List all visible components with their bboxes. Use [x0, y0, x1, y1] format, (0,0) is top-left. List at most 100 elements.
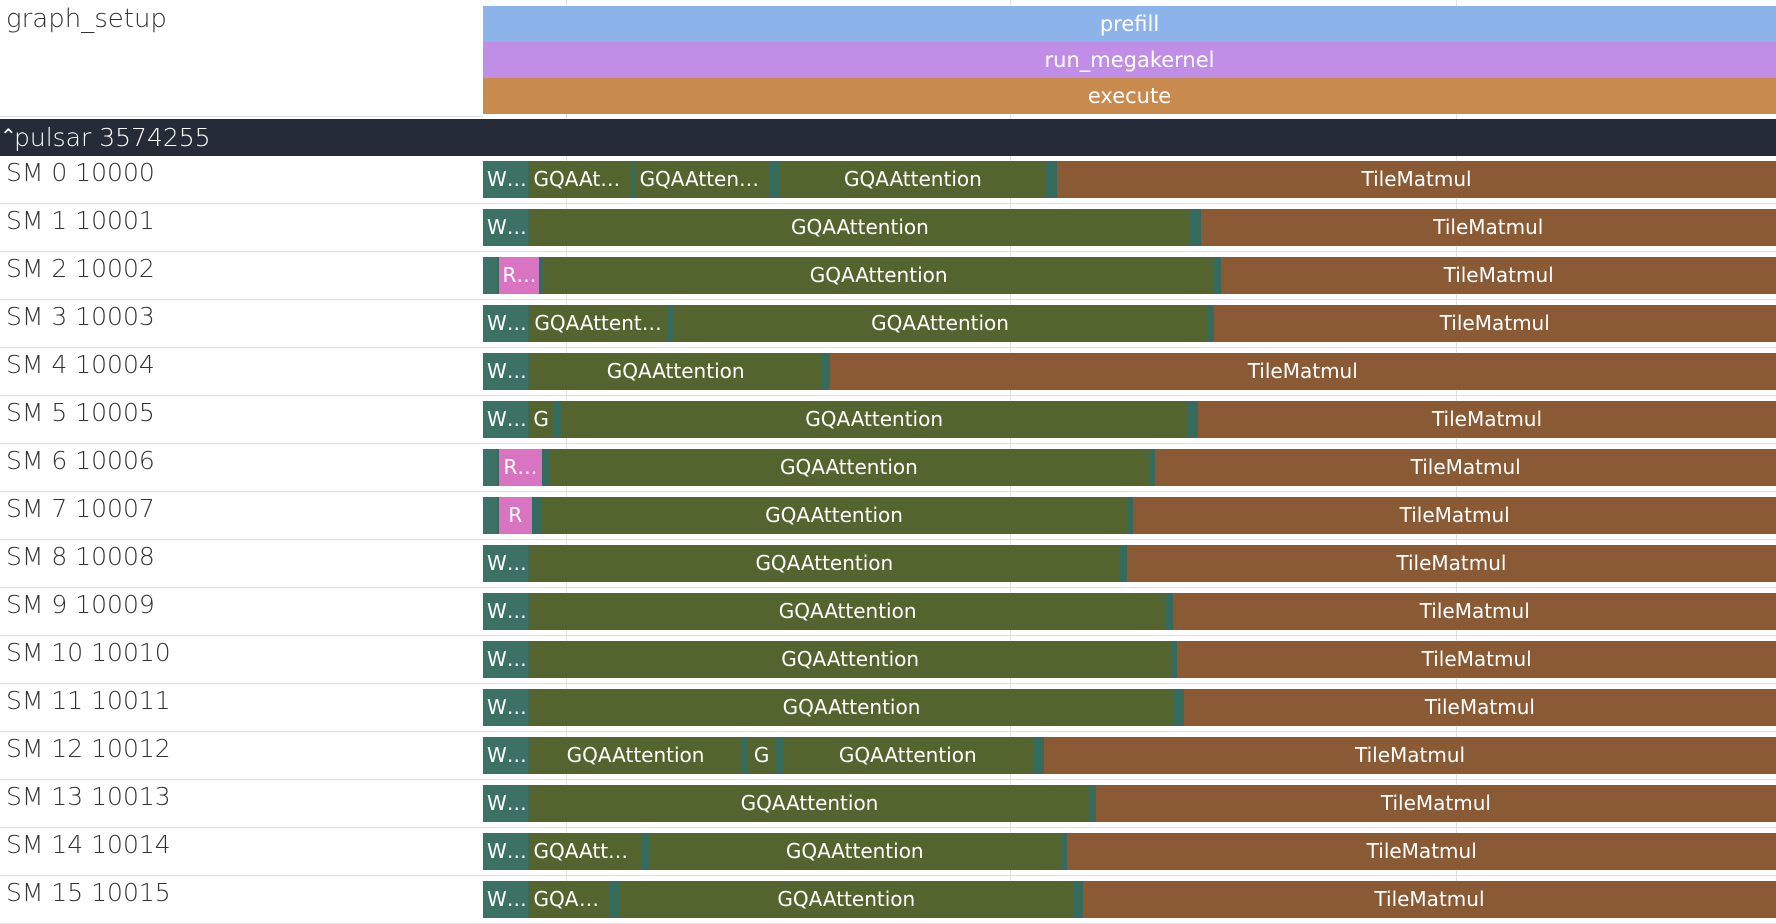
track-row[interactable]: SM 2 10002 R… GQAAttention TileMatmul [0, 252, 1776, 300]
track-row[interactable]: SM 1 10001 W… GQAAttention TileMatmul [0, 204, 1776, 252]
slice-gqaattention[interactable]: GQAAttent… [529, 305, 667, 342]
slice-w[interactable]: W… [483, 785, 529, 822]
slice-gqaattention[interactable]: GQAAttention [543, 257, 1214, 294]
slice-tilematmul[interactable]: TileMatmul [1126, 545, 1776, 582]
divider [0, 779, 1776, 780]
divider [0, 395, 1776, 396]
slice-w[interactable]: W… [483, 161, 529, 198]
slice-gqaattention[interactable]: GQAAttention [529, 209, 1191, 246]
track-slices: W… GQAAttention TileMatmul [483, 593, 1776, 630]
track-row[interactable]: SM 12 10012 W… GQAAttention G GQAAttention Ti… [0, 732, 1776, 780]
slice-tilematmul[interactable]: TileMatmul [1044, 737, 1776, 774]
slice-w[interactable]: W… [483, 305, 529, 342]
slice-w[interactable] [483, 449, 498, 486]
slice-tilematmul[interactable]: TileMatmul [1057, 161, 1776, 198]
slice-w[interactable]: W… [483, 737, 529, 774]
slice-tilematmul[interactable]: TileMatmul [1183, 689, 1776, 726]
divider [0, 539, 1776, 540]
slice-run-megakernel[interactable]: run_megakernel [483, 42, 1776, 78]
slice-w[interactable]: W… [483, 881, 529, 918]
slice-gqaattention[interactable]: GQAAtte… [529, 833, 643, 870]
track-label: SM 8 10008 [6, 542, 155, 571]
slice-tilematmul[interactable]: TileMatmul [1213, 305, 1776, 342]
collapse-chevron-icon[interactable]: ⌃ [0, 126, 17, 148]
slice-tilematmul[interactable]: TileMatmul [1221, 257, 1776, 294]
slice-w[interactable]: W… [483, 209, 529, 246]
slice-gqaattention[interactable]: GQAAttention [618, 881, 1074, 918]
slice-r[interactable]: R… [498, 449, 543, 486]
slice-tilematmul[interactable]: TileMatmul [829, 353, 1776, 390]
track-label: SM 3 10003 [6, 302, 155, 331]
slice-gqaattention[interactable]: GQAAttent… [635, 161, 771, 198]
slice-w[interactable]: W… [483, 689, 529, 726]
slice-gqaattention[interactable]: GQAAttention [529, 641, 1171, 678]
track-row[interactable]: SM 0 10000 W… GQAAtt… GQAAttent… GQAAttentio… [0, 156, 1776, 204]
slice-tilematmul[interactable]: TileMatmul [1067, 833, 1776, 870]
slice-gqaattention[interactable]: GQAAttention [782, 737, 1033, 774]
track-row[interactable]: SM 15 10015 W…GQAAt…GQAAttentionTileMatmu… [0, 876, 1776, 924]
slice-w[interactable]: W… [483, 593, 529, 630]
slice-gqaattention[interactable]: GQAAttention [529, 785, 1090, 822]
track-slices: W… GQAAttention TileMatmul [483, 209, 1776, 246]
track-row[interactable]: SM 4 10004 W… GQAAttention TileMatmul [0, 348, 1776, 396]
slice-w[interactable]: W… [483, 641, 529, 678]
slice-gqaattention[interactable]: G [748, 737, 776, 774]
slice-gqaattention[interactable]: GQAAttention [529, 737, 742, 774]
slice-execute[interactable]: execute [483, 78, 1776, 114]
slice-w[interactable]: W… [483, 545, 529, 582]
track-row[interactable]: SM 10 10010 W… GQAAttention TileMatmul [0, 636, 1776, 684]
track-row[interactable]: SM 13 10013 W… GQAAttention TileMatmul [0, 780, 1776, 828]
track-name-graph-setup: graph_setup [6, 4, 167, 34]
slice-w[interactable]: W… [483, 833, 529, 870]
slice-gqaattention[interactable]: GQAAttention [648, 833, 1061, 870]
track-row[interactable]: SM 3 10003 W… GQAAttent… GQAAttention TileMa… [0, 300, 1776, 348]
slice-w[interactable] [483, 257, 498, 294]
track-label: SM 15 10015 [6, 878, 171, 907]
slice-gqaattention[interactable]: GQAAttention [529, 593, 1166, 630]
slice-gqaattention[interactable]: GQAAtt… [529, 161, 632, 198]
slice-tilematmul[interactable]: TileMatmul [1200, 209, 1776, 246]
track-row[interactable]: SM 5 10005 W… G GQAAttention TileMatmul [0, 396, 1776, 444]
slice-w[interactable]: W… [483, 353, 529, 390]
track-row[interactable]: SM 7 10007 R GQAAttention TileMatmul [0, 492, 1776, 540]
slice-w[interactable] [483, 497, 498, 534]
slice-gqaattention[interactable]: GQAAttention [560, 401, 1188, 438]
track-slices: W… GQAAttention TileMatmul [483, 353, 1776, 390]
track-row[interactable]: SM 14 10014 W… GQAAtte… GQAAttention TileMat… [0, 828, 1776, 876]
track-slices: W… GQAAtte… GQAAttention TileMatmul [483, 833, 1776, 870]
process-title: pulsar 3574255 [14, 123, 211, 152]
slice-tilematmul[interactable]: TileMatmul [1198, 401, 1776, 438]
track-row[interactable]: SM 6 10006 R… GQAAttention TileMatmul [0, 444, 1776, 492]
track-row[interactable]: SM 9 10009 W… GQAAttention TileMatmul [0, 588, 1776, 636]
track-label: SM 10 10010 [6, 638, 171, 667]
track-slices: W… GQAAttention TileMatmul [483, 689, 1776, 726]
slice-gqaattention[interactable]: GQAAttention [541, 497, 1127, 534]
track-row[interactable]: SM 11 10011 W… GQAAttention TileMatmul [0, 684, 1776, 732]
slice-gqaattention[interactable]: GQAAttention [548, 449, 1149, 486]
slice-tilematmul[interactable]: TileMatmul [1095, 785, 1776, 822]
slice-tilematmul[interactable]: TileMatmul [1082, 881, 1776, 918]
slice-gqaattention[interactable]: GQAAttention [529, 353, 822, 390]
track-label: SM 2 10002 [6, 254, 155, 283]
track-label: SM 13 10013 [6, 782, 171, 811]
slice-gqaattention[interactable]: GQAAttention [673, 305, 1208, 342]
slice-tilematmul[interactable]: TileMatmul [1133, 497, 1776, 534]
slice-gqaattention[interactable]: GQAAt… [529, 881, 610, 918]
slice-gqaattention[interactable]: GQAAttention [529, 545, 1120, 582]
track-row[interactable]: SM 8 10008 W… GQAAttention TileMatmul [0, 540, 1776, 588]
process-header[interactable]: ⌃ pulsar 3574255 [0, 119, 1776, 156]
slice-r[interactable]: R… [498, 257, 539, 294]
slice-gqaattention[interactable]: GQAAttention [529, 689, 1174, 726]
slice-tilematmul[interactable]: TileMatmul [1177, 641, 1776, 678]
slice-r[interactable]: R [498, 497, 533, 534]
slice-gqaattention[interactable]: G [529, 401, 553, 438]
slice-tilematmul[interactable]: TileMatmul [1173, 593, 1776, 630]
track-label: SM 1 10001 [6, 206, 155, 235]
slice-w[interactable]: W… [483, 401, 529, 438]
slice-tilematmul[interactable]: TileMatmul [1155, 449, 1776, 486]
track-label: SM 6 10006 [6, 446, 155, 475]
divider [0, 491, 1776, 492]
slice-prefill[interactable]: prefill [483, 6, 1776, 42]
slice-gqaattention[interactable]: GQAAttention [780, 161, 1046, 198]
